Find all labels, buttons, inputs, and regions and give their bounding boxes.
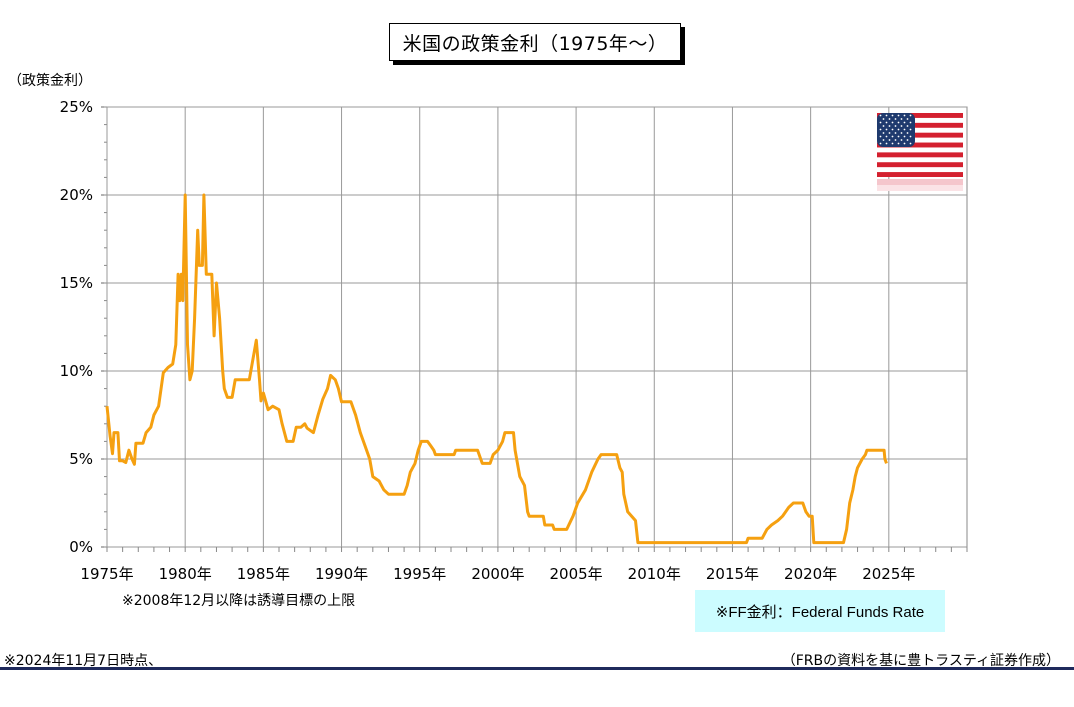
flag-star xyxy=(879,128,882,131)
flag-star xyxy=(879,121,882,124)
flag-star xyxy=(909,114,912,117)
flag-star xyxy=(900,118,903,120)
flag-star xyxy=(909,128,912,131)
flag-star xyxy=(897,121,900,124)
x-tick-label: 2000年 xyxy=(471,565,524,583)
flag-star xyxy=(885,121,888,124)
y-tick-label: 20% xyxy=(60,186,93,204)
upper-bound-note: ※2008年12月以降は誘導目標の上限 xyxy=(122,593,356,609)
flag-star xyxy=(900,132,903,134)
flag-star xyxy=(891,142,894,145)
flag-star xyxy=(900,139,903,141)
flag-star xyxy=(891,128,894,131)
flag-star xyxy=(885,114,888,117)
flag-star xyxy=(882,118,885,120)
policy-rate-series-line xyxy=(105,193,888,545)
flag-star xyxy=(888,132,891,134)
flag-star xyxy=(897,114,900,117)
flag-star xyxy=(894,139,897,141)
flag-star xyxy=(909,142,912,145)
flag-stripe xyxy=(877,162,963,168)
flag-star xyxy=(879,135,882,138)
x-tick-label: 1990年 xyxy=(315,565,368,583)
flag-star xyxy=(879,114,882,117)
bottom-divider xyxy=(0,667,1074,670)
flag-star xyxy=(885,128,888,131)
flag-stripe xyxy=(877,152,963,158)
flag-star xyxy=(909,135,912,138)
y-axis-ticks: 0% 5% 10% 15% 20% 25% xyxy=(60,98,93,556)
flag-star xyxy=(891,135,894,138)
flag-star xyxy=(903,121,906,124)
y-tick-label: 25% xyxy=(60,98,93,116)
flag-star xyxy=(909,121,912,124)
flag-star xyxy=(903,135,906,138)
us-flag-icon xyxy=(877,113,963,191)
flag-star xyxy=(888,125,891,127)
flag-star xyxy=(903,142,906,145)
flag-star xyxy=(882,132,885,134)
flag-star xyxy=(885,135,888,138)
y-tick-label: 15% xyxy=(60,274,93,292)
flag-star xyxy=(894,132,897,134)
flag-star xyxy=(888,139,891,141)
flag-stripe xyxy=(877,113,963,118)
flag-star xyxy=(906,118,909,120)
ff-rate-note: ※FF金利：Federal Funds Rate xyxy=(695,590,945,632)
x-tick-label: 1995年 xyxy=(393,565,446,583)
y-tick-label: 5% xyxy=(69,450,93,468)
flag-star xyxy=(900,125,903,127)
chart-grid xyxy=(101,106,968,552)
y-axis-label: （政策金利） xyxy=(8,73,92,89)
flag-star xyxy=(903,114,906,117)
flag-star xyxy=(891,121,894,124)
flag-star xyxy=(891,114,894,117)
as-of-date-note: ※2024年11月7日時点、 xyxy=(4,653,163,669)
flag-star xyxy=(906,125,909,127)
x-axis-ticks: 1975年 1980年 1985年 1990年 1995年 2000年 2005年 2010年… xyxy=(80,565,915,583)
x-tick-label: 2020年 xyxy=(784,565,837,583)
flag-star xyxy=(897,135,900,138)
plot-frame xyxy=(106,106,968,548)
x-tick-label: 1975年 xyxy=(80,565,133,583)
flag-star xyxy=(903,128,906,131)
flag-stripe xyxy=(877,142,963,148)
y-tick-label: 10% xyxy=(60,362,93,380)
chart-title: 米国の政策金利（1975年～） xyxy=(389,23,681,61)
flag-star xyxy=(888,118,891,120)
flag-star xyxy=(906,132,909,134)
flag-stripe xyxy=(877,132,963,138)
flag-star xyxy=(894,125,897,127)
x-tick-label: 2015年 xyxy=(706,565,759,583)
x-tick-label: 2005年 xyxy=(549,565,602,583)
flag-star xyxy=(906,139,909,141)
source-note: （FRBの資料を基に豊トラスティ証券作成） xyxy=(781,653,1060,669)
x-tick-label: 1980年 xyxy=(159,565,212,583)
flag-stripe xyxy=(877,172,963,177)
flag-star xyxy=(897,128,900,131)
flag-star xyxy=(897,142,900,145)
x-tick-label: 1985年 xyxy=(237,565,290,583)
y-tick-label: 0% xyxy=(69,538,93,556)
flag-star xyxy=(885,142,888,145)
flag-star xyxy=(882,139,885,141)
x-tick-label: 2010年 xyxy=(628,565,681,583)
flag-stripe xyxy=(877,122,963,128)
flag-star xyxy=(882,125,885,127)
x-tick-label: 2025年 xyxy=(862,565,915,583)
flag-star xyxy=(879,142,882,145)
flag-star xyxy=(894,118,897,120)
